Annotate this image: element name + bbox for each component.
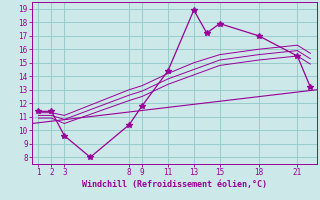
X-axis label: Windchill (Refroidissement éolien,°C): Windchill (Refroidissement éolien,°C) — [82, 180, 267, 189]
